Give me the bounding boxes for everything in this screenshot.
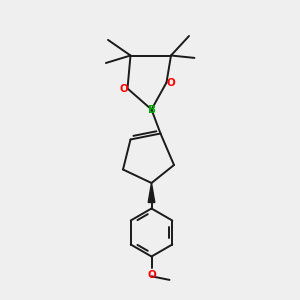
- Text: B: B: [148, 105, 156, 115]
- Text: O: O: [166, 77, 175, 88]
- Polygon shape: [148, 183, 155, 203]
- Text: O: O: [119, 83, 128, 94]
- Text: O: O: [147, 270, 156, 280]
